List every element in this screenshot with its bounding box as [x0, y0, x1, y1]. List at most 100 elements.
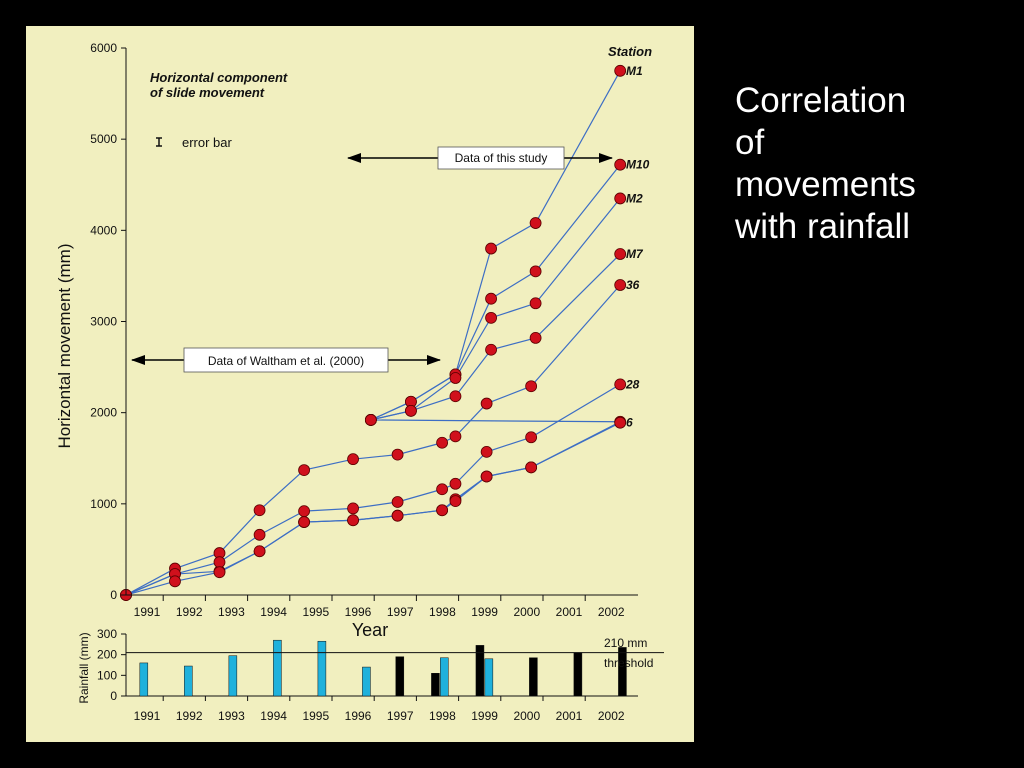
data-point-36 — [449, 430, 462, 443]
series-line-m7 — [370, 253, 621, 421]
data-point-36 — [391, 448, 404, 461]
data-point-m10 — [529, 265, 542, 278]
rain-bar — [431, 673, 440, 697]
this-study-label: Data of this study — [455, 151, 548, 165]
error-bar-label: error bar — [182, 135, 233, 150]
threshold-label-line-2: threshold — [604, 656, 653, 670]
data-point-6 — [298, 516, 310, 528]
y-tick-label: 1000 — [90, 497, 117, 511]
rain-x-tick-label: 1994 — [260, 709, 287, 723]
data-point-36 — [253, 504, 266, 517]
x-tick-label: 1993 — [218, 605, 245, 619]
chart-title-line-1: Horizontal component — [150, 70, 288, 85]
legend-title: Station — [608, 44, 652, 59]
rain-bar — [529, 657, 538, 697]
data-point-28 — [480, 445, 493, 458]
data-point-m1 — [614, 64, 627, 77]
rain-y-tick-label: 300 — [97, 627, 117, 641]
rain-x-tick-label: 2002 — [598, 709, 625, 723]
data-point-28 — [347, 502, 359, 515]
rain-x-tick-label: 1991 — [134, 709, 161, 723]
rain-bar — [317, 640, 327, 697]
data-point-m2 — [529, 297, 542, 310]
waltham-label-box — [183, 347, 389, 373]
x-tick-label: 2000 — [513, 605, 540, 619]
data-point-6 — [213, 566, 226, 579]
rain-y-tick-label: 100 — [97, 668, 117, 682]
rain-x-tick-label: 1997 — [387, 709, 414, 723]
data-point-m2 — [614, 192, 627, 205]
series-line-m2 — [370, 198, 621, 421]
series-line-28 — [125, 383, 621, 596]
y-tick-label: 5000 — [90, 132, 117, 146]
x-tick-label: 1991 — [134, 605, 161, 619]
rain-bar — [139, 662, 149, 697]
rain-y-axis-title: Rainfall (mm) — [77, 632, 91, 703]
y-tick-label: 2000 — [90, 406, 117, 420]
data-point-m7 — [449, 390, 462, 403]
data-point-6 — [169, 575, 181, 588]
data-point-m7 — [405, 404, 417, 417]
series-line-6 — [125, 422, 621, 596]
x-tick-label: 1992 — [176, 605, 203, 619]
series-line-m10 — [370, 164, 621, 421]
series-label-6: 6 — [626, 416, 633, 430]
data-point-28 — [436, 483, 449, 496]
data-point-m7 — [485, 343, 497, 356]
data-point-m2 — [485, 311, 497, 324]
error-bar-icon — [156, 137, 162, 147]
data-point-36 — [614, 279, 627, 291]
data-point-36 — [436, 436, 449, 449]
data-point-28 — [253, 528, 266, 541]
data-point-36 — [298, 464, 310, 477]
rain-bar — [618, 647, 627, 697]
data-point-m1 — [529, 217, 542, 229]
x-tick-label: 1996 — [345, 605, 372, 619]
rain-x-tick-label: 1993 — [218, 709, 245, 723]
series-label-28: 28 — [625, 377, 640, 391]
x-axis-title: Year — [352, 620, 388, 640]
x-tick-label: 2002 — [598, 605, 625, 619]
slide-title-line: of — [735, 123, 765, 162]
this-study-label-box — [437, 146, 565, 170]
rain-bar — [228, 655, 238, 697]
data-point-36 — [347, 453, 359, 466]
data-point-6 — [436, 504, 449, 517]
series-label-m10: M10 — [626, 158, 650, 172]
data-point-36 — [525, 380, 538, 393]
waltham-label: Data of Waltham et al. (2000) — [208, 354, 364, 368]
data-point-6 — [347, 514, 359, 527]
data-point-36 — [480, 397, 493, 410]
series-label-m7: M7 — [626, 247, 644, 261]
rain-x-tick-label: 1998 — [429, 709, 456, 723]
series-label-m1: M1 — [626, 64, 643, 78]
series-label-m2: M2 — [626, 191, 643, 205]
data-point-6 — [253, 545, 266, 558]
rain-bar — [484, 658, 494, 697]
y-tick-label: 3000 — [90, 315, 117, 329]
slide-title-line: with rainfall — [735, 207, 911, 246]
rain-bar — [475, 645, 485, 697]
rain-bar — [273, 639, 282, 697]
data-point-28 — [213, 556, 226, 569]
x-tick-label: 1995 — [302, 605, 329, 619]
x-tick-label: 1999 — [471, 605, 498, 619]
rain-y-tick-label: 0 — [110, 689, 117, 703]
x-tick-label: 2001 — [556, 605, 583, 619]
rain-x-tick-label: 2001 — [556, 709, 583, 723]
rain-bar — [440, 657, 449, 697]
data-point-m10 — [614, 158, 627, 171]
data-point-m7 — [364, 414, 377, 426]
chart-title-line-2: of slide movement — [150, 85, 265, 100]
rain-x-tick-label: 1996 — [345, 709, 372, 723]
data-point-28 — [298, 505, 310, 518]
data-point-6 — [449, 495, 462, 507]
rain-y-tick-label: 200 — [97, 648, 117, 662]
data-point-m10 — [485, 292, 497, 305]
x-tick-label: 1997 — [387, 605, 414, 619]
threshold-label-line-1: 210 mm — [604, 636, 647, 650]
data-point-28 — [391, 496, 404, 508]
rain-x-tick-label: 1995 — [302, 709, 329, 723]
rain-bar — [184, 665, 193, 697]
